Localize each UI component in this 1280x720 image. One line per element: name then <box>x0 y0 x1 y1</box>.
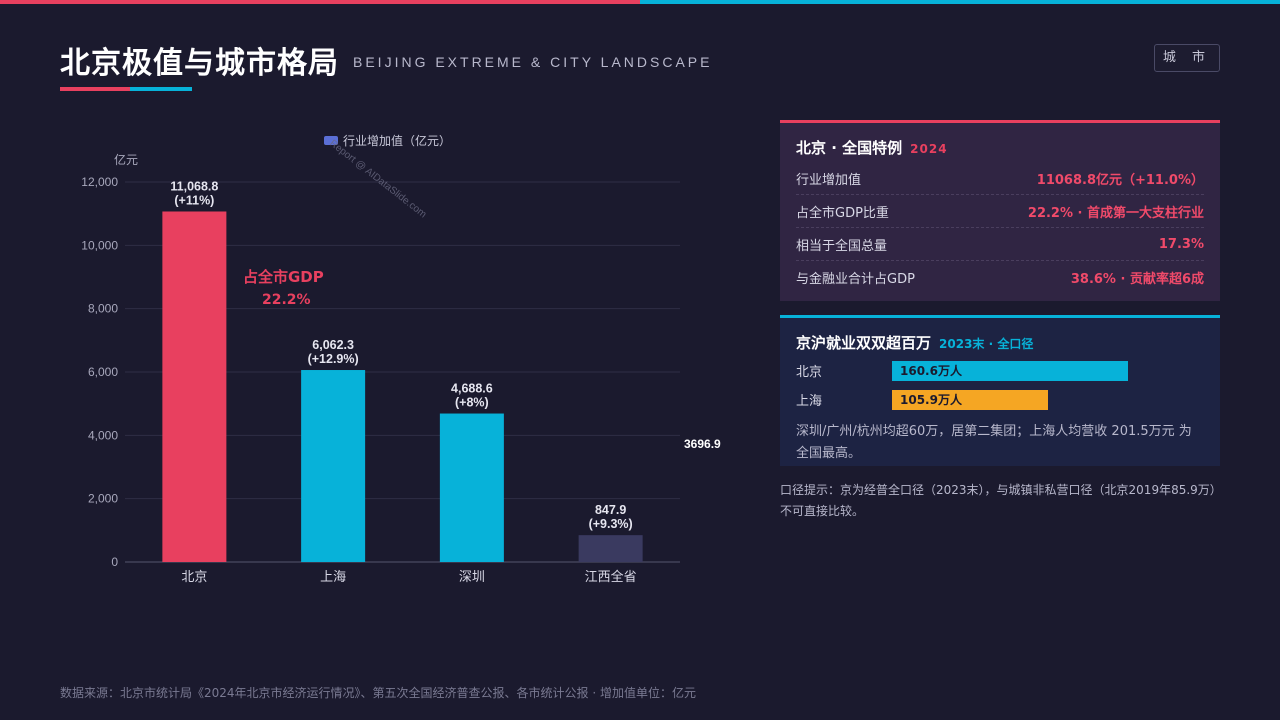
employment-card: 京沪就业双双超百万 2023末 · 全口径 北京 160.6万人 上海 105.9… <box>780 315 1220 466</box>
stat-label: 与金融业合计占GDP <box>796 271 915 287</box>
employment-city: 北京 <box>796 365 823 380</box>
y-tick-label: 6,000 <box>88 365 118 379</box>
card2-scope: 2023末 · 全口径 <box>939 337 1034 351</box>
beijing-special-card: 北京 · 全国特例 2024 行业增加值 11068.8亿元（+11.0%） 占全… <box>780 120 1220 301</box>
y-tick-label: 12,000 <box>81 175 118 189</box>
y-tick-label: 0 <box>111 555 118 569</box>
employment-bar-shanghai: 105.9万人 <box>892 389 1048 410</box>
bar <box>578 535 643 562</box>
stat-value: 22.2% · 首成第一大支柱行业 <box>1027 205 1204 221</box>
stat-row: 与金融业合计占GDP 38.6% · 贡献率超6成 <box>796 261 1204 293</box>
stat-label: 占全市GDP比重 <box>796 205 889 221</box>
y-tick-label: 4,000 <box>88 428 118 442</box>
bar-value-label: 6,062.3 <box>312 338 354 352</box>
stat-row: 相当于全国总量 17.3% <box>796 228 1204 261</box>
bar-growth-label: (+9.3%) <box>589 517 633 531</box>
title-underline-blue <box>130 87 192 91</box>
bar <box>162 211 227 562</box>
bar <box>301 370 366 562</box>
y-tick-label: 8,000 <box>88 302 118 316</box>
side-value-label: 3696.9 <box>684 437 721 451</box>
legend-label: 行业增加值（亿元） <box>343 133 451 148</box>
card2-title: 京沪就业双双超百万 <box>796 334 932 352</box>
y-tick-label: 2,000 <box>88 492 118 506</box>
gdp-share-value: 22.2% <box>262 292 311 308</box>
page-title: 北京极值与城市格局 <box>60 46 339 81</box>
y-axis-unit: 亿元 <box>114 152 138 167</box>
employment-row-beijing: 北京 160.6万人 <box>796 357 1204 384</box>
top-accent-bar <box>0 0 1280 4</box>
employment-city: 上海 <box>796 394 823 409</box>
bar <box>439 413 504 562</box>
stat-label: 相当于全国总量 <box>796 238 888 254</box>
stat-value: 11068.8亿元（+11.0%） <box>1036 172 1204 188</box>
stat-row: 占全市GDP比重 22.2% · 首成第一大支柱行业 <box>796 195 1204 228</box>
page-subtitle: BEIJING EXTREME & CITY LANDSCAPE <box>353 54 713 70</box>
y-tick-label: 10,000 <box>81 238 118 252</box>
x-tick-label: 江西全省 <box>585 569 637 585</box>
stat-value: 17.3% <box>1158 236 1204 252</box>
top-accent-blue <box>640 0 1280 4</box>
card2-header: 京沪就业双双超百万 2023末 · 全口径 <box>796 332 1204 353</box>
card1-title: 北京 · 全国特例 <box>796 139 903 157</box>
bar-growth-label: (+11%) <box>174 193 214 207</box>
x-tick-label: 上海 <box>320 570 346 585</box>
bar-value-label: 11,068.8 <box>170 179 218 193</box>
data-source: 数据来源：北京市统计局《2024年北京市经济运行情况》、第五次全国经济普查公报、… <box>60 686 696 700</box>
top-accent-red <box>0 0 640 4</box>
stat-value: 38.6% · 贡献率超6成 <box>1070 271 1204 287</box>
card1-header: 北京 · 全国特例 2024 <box>796 137 1204 158</box>
employment-row-shanghai: 上海 105.9万人 <box>796 386 1204 413</box>
bar-growth-label: (+12.9%) <box>308 352 359 366</box>
legend-swatch <box>324 136 338 145</box>
bar-chart: 0 2,000 4,000 6,000 8,000 10,000 12,000 亿元 行业增加值… <box>81 133 721 585</box>
employment-note: 深圳/广州/杭州均超60万，居第二集团；上海人均营收 201.5万元 为全国最高… <box>796 424 1192 461</box>
x-tick-label: 深圳 <box>459 570 485 585</box>
bar-growth-label: (+8%) <box>455 396 489 410</box>
x-tick-label: 北京 <box>181 570 207 585</box>
section-tag[interactable]: 城 市 <box>1154 44 1220 72</box>
bar-value-label: 4,688.6 <box>451 382 493 396</box>
stat-label: 行业增加值 <box>796 172 862 188</box>
title-underline-red <box>60 87 130 91</box>
scope-footnote: 口径提示：京为经普全口径（2023末），与城镇非私营口径（北京2019年85.9… <box>780 483 1216 518</box>
gdp-share-annotation: 占全市GDP <box>243 268 324 286</box>
stat-row: 行业增加值 11068.8亿元（+11.0%） <box>796 162 1204 195</box>
card1-year: 2024 <box>910 142 948 156</box>
bar-value-label: 847.9 <box>595 503 626 517</box>
employment-bar-beijing: 160.6万人 <box>892 360 1128 381</box>
